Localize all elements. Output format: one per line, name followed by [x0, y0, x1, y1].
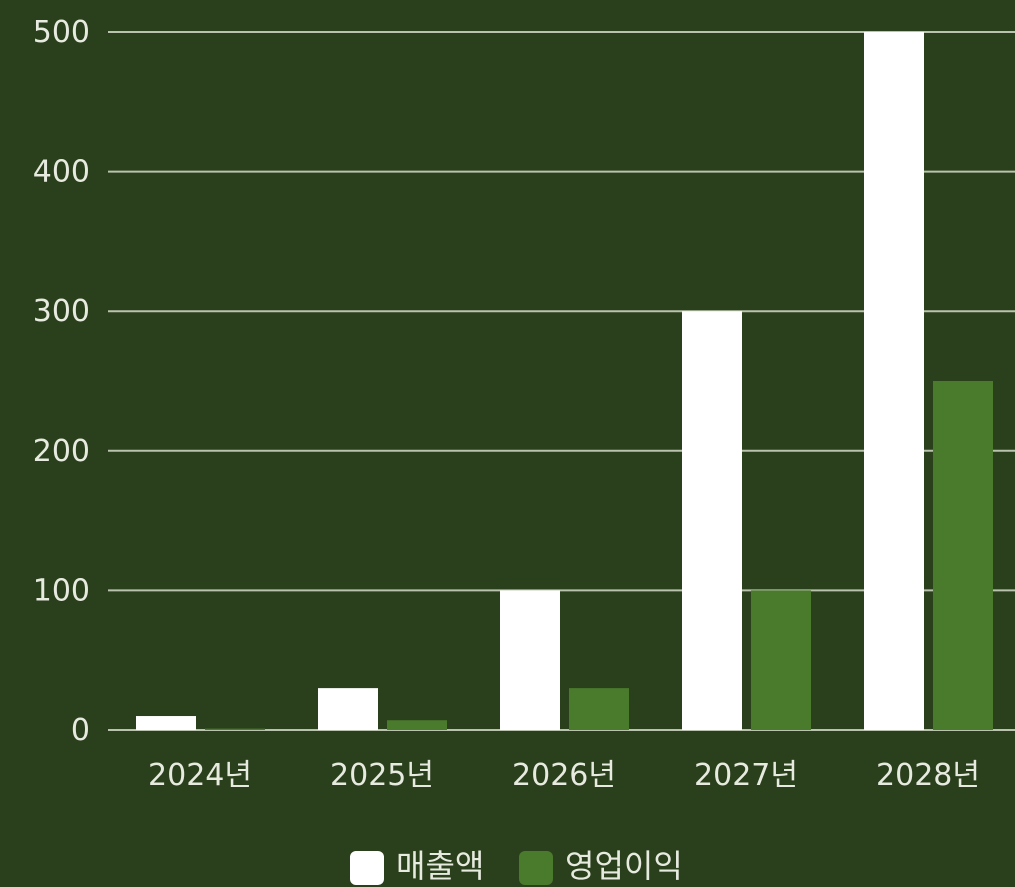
- legend-label-operating-profit: 영업이익: [565, 847, 683, 885]
- y-tick-label: 400: [33, 155, 90, 190]
- x-tick-label: 2027년: [694, 758, 798, 793]
- y-tick-label: 500: [33, 15, 90, 50]
- legend: 매출액 영업이익: [350, 847, 683, 885]
- bar-operating-profit-2: [387, 720, 447, 730]
- bar-revenue-5: [864, 32, 924, 730]
- bar-revenue-3: [500, 590, 560, 730]
- x-tick-label: 2026년: [512, 758, 616, 793]
- bar-operating-profit-4: [751, 590, 811, 730]
- bar-operating-profit-5: [933, 381, 993, 730]
- gridlines: [108, 31, 1015, 731]
- bar-revenue-2: [318, 688, 378, 730]
- y-tick-label: 100: [33, 573, 90, 608]
- y-tick-label: 0: [71, 713, 90, 748]
- legend-swatch-operating-profit: [519, 851, 553, 885]
- bar-revenue-1: [136, 716, 196, 730]
- bars: [136, 32, 993, 730]
- x-tick-label: 2025년: [330, 758, 434, 793]
- legend-swatch-revenue: [350, 851, 384, 885]
- x-tick-label: 2024년: [148, 758, 252, 793]
- x-tick-label: 2028년: [876, 758, 980, 793]
- y-tick-label: 200: [33, 434, 90, 469]
- bar-revenue-4: [682, 311, 742, 730]
- bar-operating-profit-1: [205, 728, 265, 730]
- axes: 0 100 200 300 400 500 2024년 2025년 2026년 2027년 2028…: [33, 15, 980, 793]
- legend-label-revenue: 매출액: [396, 847, 484, 885]
- bar-operating-profit-3: [569, 688, 629, 730]
- y-tick-label: 300: [33, 294, 90, 329]
